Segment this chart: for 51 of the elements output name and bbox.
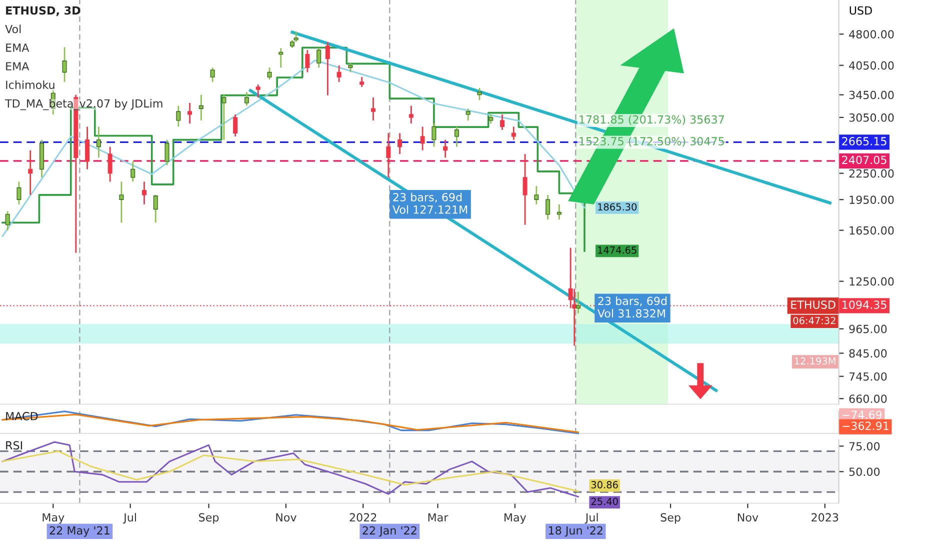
annotation: 1474.65 bbox=[598, 246, 636, 254]
text: ETHUSD, 3D bbox=[6, 6, 80, 16]
annotation: 23 bars, 69d Vol 127.121M bbox=[392, 192, 468, 214]
ref-line-label: 18 Jun '22 bbox=[548, 526, 602, 537]
annotation: Vol bbox=[5, 24, 21, 34]
ref-line-label: 2407.05 bbox=[842, 156, 886, 164]
x-tick-label: Mar bbox=[428, 513, 448, 522]
x-tick-label: Sep bbox=[199, 513, 219, 524]
annotation: 1781.85 (201.73%) 35637 bbox=[580, 115, 724, 125]
x-tick-label: Sep bbox=[660, 513, 680, 524]
y-tick-label: 845.00 bbox=[849, 349, 887, 358]
annotation: Ichimoku bbox=[6, 80, 54, 90]
y-tick-label: 1650.00 bbox=[850, 226, 894, 235]
annotation: 1523.75 (172.50%) 30475 bbox=[580, 136, 724, 147]
annotation: ETHUSD bbox=[791, 300, 836, 309]
annotation: 23 bars, 69d Vol 31.832M bbox=[597, 296, 667, 318]
y-tick-label: 50.00 bbox=[849, 468, 880, 476]
y-tick-label: 965.00 bbox=[849, 324, 887, 334]
chart-title: RSI bbox=[6, 441, 22, 450]
x-tick-label: May bbox=[42, 513, 64, 524]
annotation: EMA bbox=[6, 62, 30, 70]
y-tick-label: 745.00 bbox=[849, 372, 887, 381]
ref-line-label: 22 May '21 bbox=[50, 526, 110, 537]
y-tick-label: 3450.00 bbox=[849, 90, 894, 100]
y-tick-label: 3050.00 bbox=[849, 113, 894, 122]
y-tick-label: 660.00 bbox=[849, 394, 887, 403]
y-tick-label: 1250.00 bbox=[850, 277, 894, 286]
annotation: 30.86 bbox=[591, 481, 618, 488]
y-tick-label: 1950.00 bbox=[850, 196, 894, 204]
x-tick-label: Nov bbox=[738, 513, 758, 522]
annotation: 12.193M bbox=[794, 357, 836, 365]
annotation: 1865.30 bbox=[598, 203, 637, 211]
x-tick-label: 2022 bbox=[350, 513, 376, 522]
text: −74.69 bbox=[842, 410, 882, 420]
text: −362.91 bbox=[842, 422, 888, 430]
x-tick-label: Jul bbox=[123, 512, 136, 524]
x-tick-label: Jul bbox=[584, 512, 598, 524]
ref-line-label: 22 Jan '22 bbox=[362, 526, 416, 537]
y-tick-label: 4800.00 bbox=[849, 30, 894, 39]
ref-line-label: 2665.15 bbox=[842, 137, 886, 146]
x-tick-label: May bbox=[504, 513, 526, 524]
y-axis-title: USD bbox=[850, 6, 872, 15]
annotation: 25.40 bbox=[591, 498, 618, 506]
y-tick-label: 4050.00 bbox=[849, 61, 894, 70]
x-tick-label: Nov bbox=[276, 513, 296, 522]
x-tick-label: 2023 bbox=[812, 513, 838, 522]
annotation: EMA bbox=[6, 44, 30, 52]
y-tick-label: 2250.00 bbox=[849, 169, 894, 178]
annotation: 06:47:32 bbox=[793, 316, 836, 324]
y-tick-label: 75.00 bbox=[849, 442, 880, 450]
ref-line-label: 1094.35 bbox=[842, 300, 886, 309]
